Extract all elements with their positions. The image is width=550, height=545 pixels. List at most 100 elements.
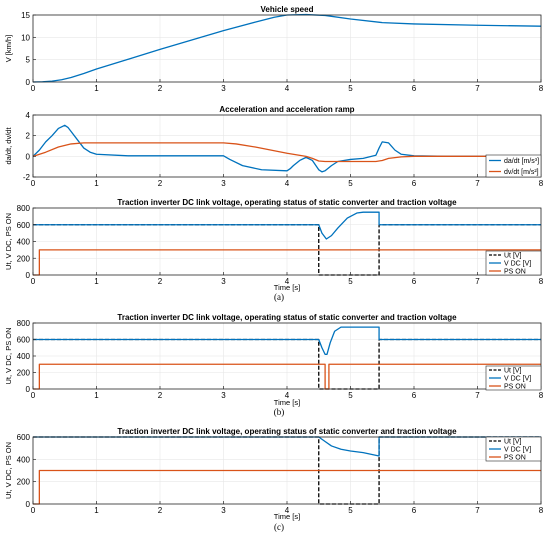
x-tick-label: 2 <box>158 506 163 515</box>
legend-entry: Ut [V] <box>504 253 522 260</box>
x-tick-label: 6 <box>412 179 417 188</box>
x-tick-label: 8 <box>539 84 544 93</box>
series-line-2 <box>33 363 541 390</box>
x-tick-label: 3 <box>221 506 226 515</box>
chart-title: Traction inverter DC link voltage, opera… <box>117 427 457 436</box>
x-tick-label: 8 <box>539 391 544 400</box>
y-tick-label: 0 <box>26 271 31 280</box>
y-tick-label: 600 <box>17 433 31 442</box>
x-tick-label: 6 <box>412 391 417 400</box>
x-tick-label: 1 <box>94 506 99 515</box>
x-tick-label: 4 <box>285 179 290 188</box>
y-axis-label: Ut, V DC, PS ON <box>4 442 13 499</box>
x-tick-label: 7 <box>475 277 480 286</box>
legend: da/dt [m/s³] dv/dt [m/s²] <box>485 154 542 178</box>
chart-title: Acceleration and acceleration ramp <box>219 105 354 114</box>
y-tick-label: 800 <box>17 319 31 328</box>
x-tick-label: 8 <box>539 277 544 286</box>
series-line-0 <box>32 124 541 173</box>
x-tick-label: 3 <box>221 391 226 400</box>
series-line-1 <box>33 326 541 356</box>
panel-label: (b) <box>274 407 285 417</box>
y-tick-label: 0 <box>26 500 31 509</box>
x-axis-label: Time [s] <box>274 283 300 292</box>
x-tick-label: 7 <box>475 84 480 93</box>
legend-entry: PS ON <box>504 269 526 276</box>
legend-entry: Ut [V] <box>504 439 522 446</box>
y-tick-label: -2 <box>23 173 31 182</box>
y-tick-label: 400 <box>17 455 31 464</box>
x-tick-label: 2 <box>158 277 163 286</box>
x-tick-label: 6 <box>412 84 417 93</box>
chart-title: Vehicle speed <box>261 5 314 14</box>
x-tick-label: 5 <box>348 506 353 515</box>
panel-label: (a) <box>274 292 284 302</box>
legend-entry: PS ON <box>504 455 526 462</box>
legend: Ut [V]V DC [V]PS ON <box>485 436 542 462</box>
x-tick-label: 8 <box>539 179 544 188</box>
y-tick-label: 2 <box>26 132 31 141</box>
x-tick-label: 7 <box>475 506 480 515</box>
chart-title: Traction inverter DC link voltage, opera… <box>117 313 457 322</box>
legend: Ut [V]V DC [V]PS ON <box>485 250 542 276</box>
legend-entry: da/dt [m/s³] <box>504 158 539 165</box>
legend-entry: V DC [V] <box>504 447 531 454</box>
chart-title: Traction inverter DC link voltage, opera… <box>117 198 457 207</box>
y-tick-label: 800 <box>17 204 31 213</box>
chart-panel-2: 0 1 2 3 4 5 6 7 8 0 200 400 600 800 Traction inverter … <box>4 198 544 302</box>
legend-entry: PS ON <box>504 384 526 391</box>
x-tick-label: 5 <box>348 277 353 286</box>
legend-entry: dv/dt [m/s²] <box>504 169 539 176</box>
x-tick-label: 4 <box>285 277 290 286</box>
y-tick-label: 0 <box>26 385 31 394</box>
x-tick-label: 6 <box>412 277 417 286</box>
y-axis-label: da/dt, dv/dt <box>4 127 13 165</box>
x-tick-label: 8 <box>539 506 544 515</box>
x-tick-label: 7 <box>475 391 480 400</box>
y-tick-label: 0 <box>26 78 31 87</box>
x-tick-label: 2 <box>158 179 163 188</box>
x-tick-label: 5 <box>348 84 353 93</box>
y-tick-label: 600 <box>17 221 31 230</box>
y-tick-label: 600 <box>17 336 31 345</box>
x-tick-label: 2 <box>158 84 163 93</box>
x-tick-label: 7 <box>475 179 480 188</box>
legend-entry: Ut [V] <box>504 368 522 375</box>
y-tick-label: 200 <box>17 254 31 263</box>
x-axis-label: Time [s] <box>274 512 300 521</box>
chart-panel-0: 0 1 2 3 4 5 6 7 8 0 5 10 15 Vehicle speed V [km/h] <box>4 5 544 93</box>
x-tick-label: 3 <box>221 84 226 93</box>
y-axis-label: Ut, V DC, PS ON <box>4 213 13 270</box>
y-tick-label: 400 <box>17 238 31 247</box>
x-tick-label: 1 <box>94 277 99 286</box>
legend-entry: V DC [V] <box>504 261 531 268</box>
x-tick-label: 6 <box>412 506 417 515</box>
x-tick-label: 5 <box>348 391 353 400</box>
y-tick-label: 0 <box>26 152 31 161</box>
x-tick-label: 3 <box>221 179 226 188</box>
y-tick-label: 15 <box>21 11 30 20</box>
x-tick-label: 4 <box>285 84 290 93</box>
y-tick-label: 200 <box>17 369 31 378</box>
chart-panel-3: 0 1 2 3 4 5 6 7 8 0 200 400 600 800 Traction inverter … <box>4 313 544 417</box>
series-line-1 <box>32 142 541 163</box>
y-tick-label: 400 <box>17 352 31 361</box>
x-tick-label: 4 <box>285 506 290 515</box>
x-tick-label: 1 <box>94 179 99 188</box>
x-tick-label: 1 <box>94 84 99 93</box>
series-line-1 <box>33 436 541 457</box>
x-tick-label: 0 <box>31 277 36 286</box>
x-tick-label: 1 <box>94 391 99 400</box>
legend-entry: V DC [V] <box>504 376 531 383</box>
series-line-1 <box>33 211 541 240</box>
panel-label: (c) <box>274 522 284 532</box>
y-axis-label: Ut, V DC, PS ON <box>4 327 13 384</box>
x-tick-label: 2 <box>158 391 163 400</box>
x-tick-label: 0 <box>31 179 36 188</box>
x-tick-label: 0 <box>31 391 36 400</box>
y-axis-label: V [km/h] <box>4 35 13 63</box>
y-tick-label: 4 <box>26 111 31 120</box>
x-tick-label: 4 <box>285 391 290 400</box>
